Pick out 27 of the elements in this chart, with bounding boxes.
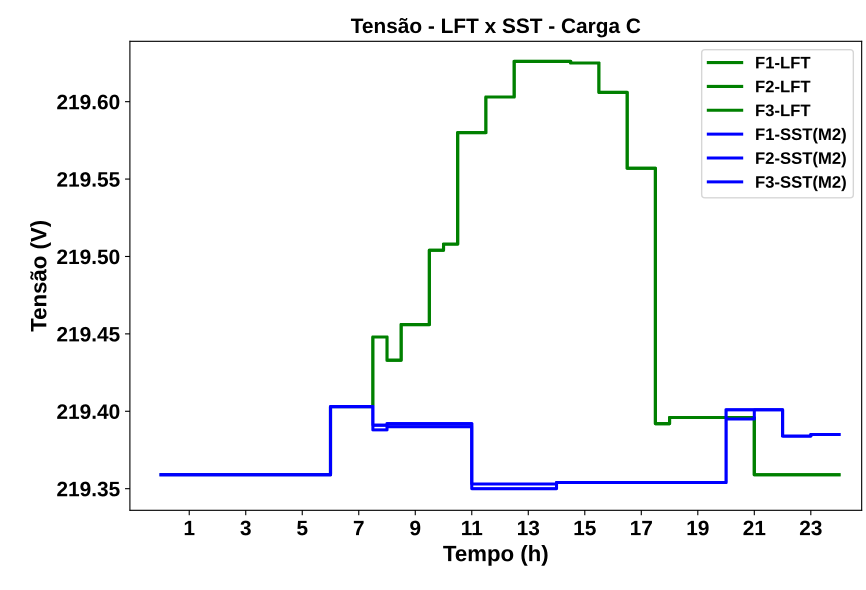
y-tick-label: 219.45	[57, 326, 120, 342]
x-tick-label: 3	[240, 520, 251, 536]
x-tick-label: 13	[518, 520, 540, 536]
y-tick-label: 219.50	[57, 249, 120, 264]
legend-label: F1-SST(M2)	[756, 128, 846, 144]
x-tick-label: 11	[462, 520, 482, 536]
x-tick-label: 15	[574, 520, 596, 536]
x-tick-label: 21	[743, 520, 766, 536]
chart-title: Tensão - LFT x SST - Carga C	[350, 18, 640, 38]
x-tick-label: 1	[184, 520, 194, 536]
x-tick-label: 9	[410, 520, 420, 536]
legend-label: F3-SST(M2)	[756, 176, 846, 192]
y-tick-label: 219.35	[57, 482, 120, 496]
legend-label: F2-SST(M2)	[756, 152, 846, 168]
x-tick-label: 7	[354, 520, 364, 536]
x-axis-title: Tempo (h)	[443, 545, 548, 566]
legend-label: F3-LFT	[756, 104, 810, 116]
x-tick-label: 23	[800, 520, 822, 536]
y-tick-label: 219.55	[57, 172, 120, 187]
x-tick-label: 17	[631, 520, 652, 536]
legend-label: F2-LFT	[756, 80, 810, 92]
x-tick-label: 19	[688, 520, 709, 536]
y-tick-label: 219.40	[57, 404, 120, 420]
legend-label: F1-LFT	[756, 56, 810, 68]
y-axis-title: Tensão (V)	[30, 220, 51, 332]
x-tick-label: 5	[297, 520, 308, 536]
y-tick-label: 219.60	[57, 94, 120, 110]
